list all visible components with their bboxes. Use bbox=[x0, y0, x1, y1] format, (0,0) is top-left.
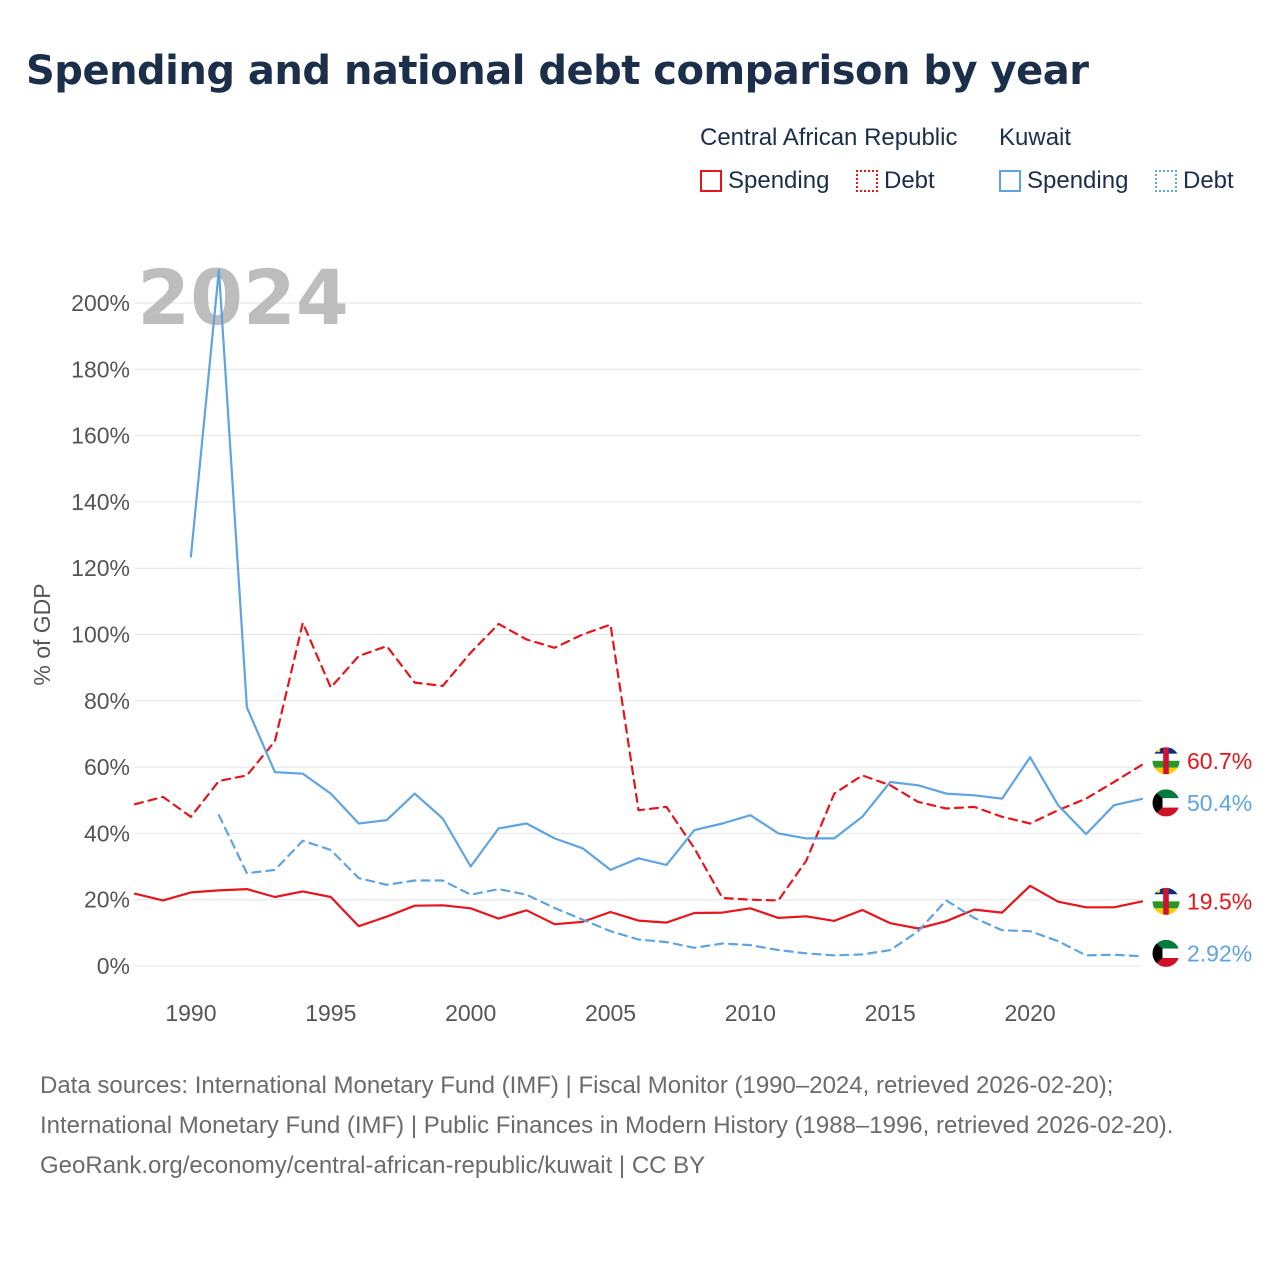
data-sources: Data sources: International Monetary Fun… bbox=[40, 1072, 1174, 1139]
flag-stripe bbox=[1152, 948, 1180, 958]
central-african-republic-spending-line bbox=[133, 884, 1144, 930]
y-tick-label: 100% bbox=[71, 622, 130, 648]
x-tick-label: 2005 bbox=[585, 1000, 636, 1026]
credit-link[interactable]: GeoRank.org/economy/central-african-repu… bbox=[40, 1152, 706, 1179]
end-value-label: 50.4% bbox=[1187, 790, 1252, 816]
flag-stripe bbox=[1152, 798, 1180, 808]
end-value-label: 2.92% bbox=[1187, 940, 1252, 966]
flag-stripe bbox=[1152, 957, 1180, 968]
y-tick-label: 20% bbox=[84, 887, 130, 913]
y-axis-label: % of GDP bbox=[29, 583, 55, 685]
end-value-label: 19.5% bbox=[1187, 888, 1252, 914]
x-tick-label: 2015 bbox=[865, 1000, 916, 1026]
flag-ring bbox=[1151, 788, 1181, 818]
y-tick-label: 40% bbox=[84, 820, 130, 846]
kuwait-spending-line bbox=[189, 268, 1144, 871]
legend-swatch-solid-icon bbox=[999, 170, 1021, 192]
legend-item-kuwait-spending[interactable]: Spending bbox=[999, 166, 1128, 196]
x-tick-label: 2000 bbox=[445, 1000, 496, 1026]
y-tick-label: 60% bbox=[84, 754, 130, 780]
legend-swatch-dotted-icon bbox=[1155, 170, 1177, 192]
kuwait-debt-line bbox=[217, 814, 1144, 958]
legend-swatch-dotted-icon bbox=[856, 170, 878, 192]
flag-stripe bbox=[1152, 939, 1180, 949]
legend-country-kuwait: Kuwait bbox=[999, 124, 1072, 151]
flag-band bbox=[1163, 746, 1169, 775]
end-value-label: 60.7% bbox=[1187, 748, 1252, 774]
flag-trapezoid bbox=[1152, 939, 1163, 968]
legend-item-kuwait-debt[interactable]: Debt bbox=[1155, 166, 1234, 196]
legend-swatch-solid-icon bbox=[700, 170, 722, 192]
legend-item-car-spending[interactable]: Spending bbox=[700, 166, 829, 196]
kuwait-flag-icon bbox=[1152, 939, 1180, 968]
central-african-republic-debt-line bbox=[133, 621, 1144, 902]
flag-ring bbox=[1151, 886, 1181, 916]
legend-item-car-debt[interactable]: Debt bbox=[856, 166, 935, 196]
y-tick-label: 0% bbox=[97, 953, 130, 979]
y-tick-label: 160% bbox=[71, 423, 130, 449]
y-tick-label: 180% bbox=[71, 356, 130, 382]
legend-label: Spending bbox=[728, 167, 830, 194]
flag-ring bbox=[1151, 746, 1181, 776]
footer: Data sources: International Monetary Fun… bbox=[40, 1066, 1240, 1186]
legend-label: Spending bbox=[1027, 167, 1129, 194]
flag-ring bbox=[1151, 938, 1181, 968]
legend-country-car: Central African Republic bbox=[700, 124, 958, 151]
x-tick-label: 2020 bbox=[1005, 1000, 1056, 1026]
y-tick-label: 140% bbox=[71, 489, 130, 515]
x-tick-label: 1995 bbox=[305, 1000, 356, 1026]
y-tick-label: 80% bbox=[84, 688, 130, 714]
flag-band bbox=[1163, 887, 1169, 916]
line-chart: 0% 20% 40% 60% 80% 100% 120% 140% 160% 180% 200% 19… bbox=[29, 253, 1252, 1026]
x-tick-label: 1990 bbox=[165, 1000, 216, 1026]
flag-stripe bbox=[1152, 807, 1180, 817]
legend-label: Debt bbox=[1183, 167, 1234, 194]
y-tick-label: 200% bbox=[71, 290, 130, 316]
y-tick-label: 120% bbox=[71, 555, 130, 581]
chart-title: Spending and national debt comparison by… bbox=[26, 48, 1089, 94]
flag-stripe bbox=[1152, 788, 1180, 799]
legend-label: Debt bbox=[884, 167, 935, 194]
year-label: 2024 bbox=[137, 253, 349, 342]
kuwait-flag-icon bbox=[1152, 788, 1180, 817]
flag-trapezoid bbox=[1152, 788, 1163, 817]
x-tick-label: 2010 bbox=[725, 1000, 776, 1026]
